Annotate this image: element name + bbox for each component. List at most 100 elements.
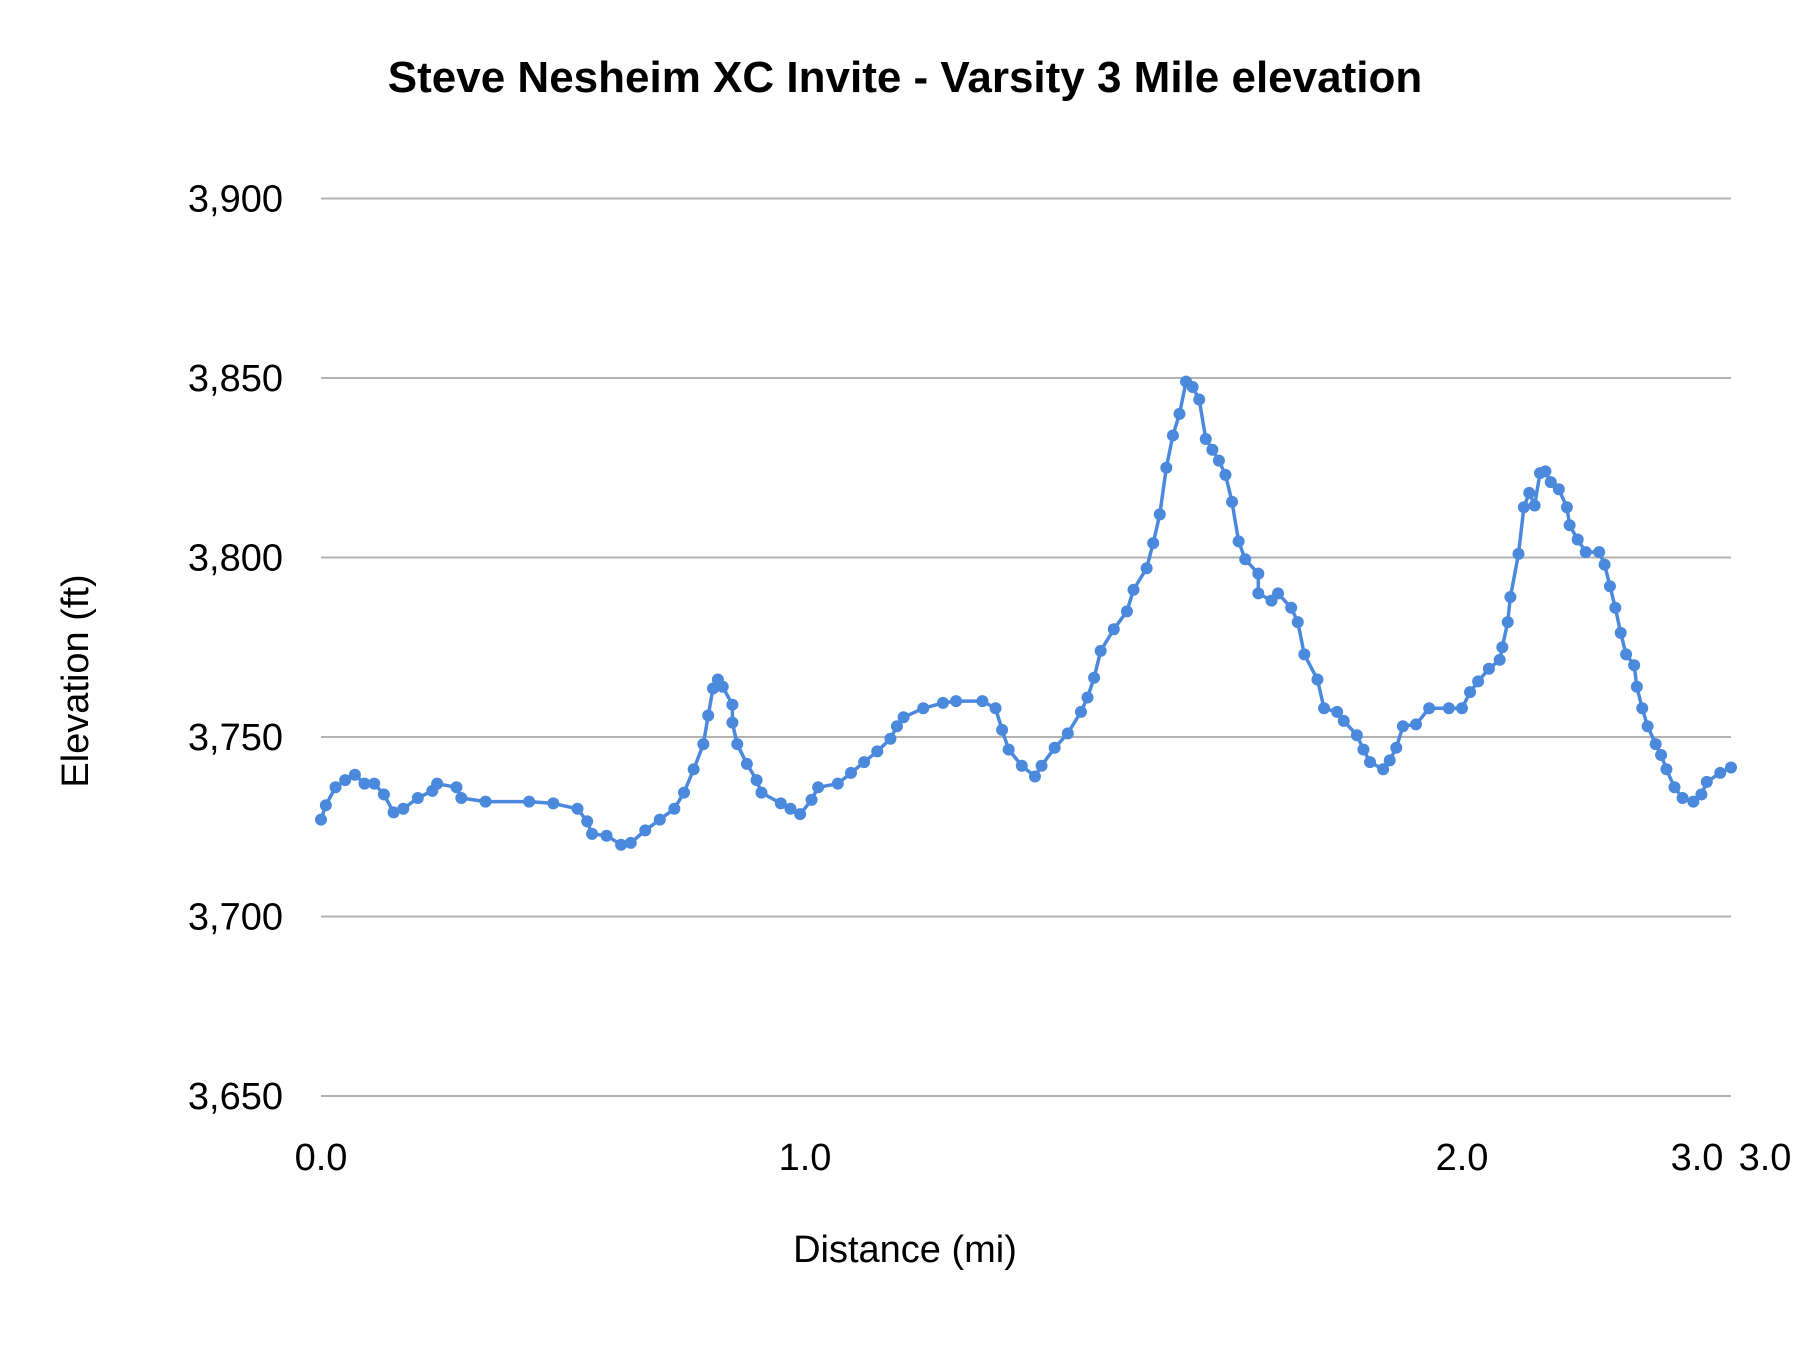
data-point bbox=[450, 781, 463, 794]
data-point bbox=[1560, 501, 1573, 514]
data-point bbox=[1107, 623, 1120, 636]
data-point bbox=[1219, 468, 1232, 481]
x-tick-label: 1.0 bbox=[779, 1137, 832, 1179]
data-point bbox=[571, 802, 584, 815]
data-point bbox=[1048, 741, 1061, 754]
data-point bbox=[1088, 671, 1101, 684]
data-point bbox=[581, 815, 594, 828]
chart-title: Steve Nesheim XC Invite - Varsity 3 Mile… bbox=[388, 53, 1422, 102]
data-point bbox=[740, 757, 753, 770]
series-line bbox=[319, 379, 1732, 847]
data-point bbox=[702, 709, 715, 722]
data-point bbox=[1035, 759, 1048, 772]
data-point bbox=[1593, 546, 1606, 559]
y-tick-label: 3,850 bbox=[188, 358, 283, 400]
data-point bbox=[523, 795, 536, 808]
data-point bbox=[1496, 641, 1509, 654]
elevation-series bbox=[315, 375, 1737, 851]
data-point bbox=[784, 802, 797, 815]
data-point bbox=[1193, 393, 1206, 406]
data-point bbox=[1472, 675, 1485, 688]
data-point bbox=[1337, 714, 1350, 727]
data-point bbox=[1147, 537, 1160, 550]
data-point bbox=[1390, 741, 1403, 754]
data-point bbox=[1700, 775, 1713, 788]
data-point bbox=[1239, 553, 1252, 566]
data-point bbox=[844, 766, 857, 779]
x-tick-label: 0.0 bbox=[295, 1137, 348, 1179]
data-point bbox=[339, 774, 352, 787]
data-point bbox=[726, 698, 739, 711]
data-point bbox=[996, 723, 1009, 736]
data-point bbox=[1442, 702, 1455, 715]
data-point bbox=[1081, 691, 1094, 704]
data-point bbox=[1571, 533, 1584, 546]
data-point bbox=[1649, 738, 1662, 751]
data-point bbox=[1186, 380, 1199, 393]
data-point bbox=[329, 781, 342, 794]
y-axis-label: Elevation (ft) bbox=[55, 574, 97, 787]
data-point bbox=[1517, 501, 1530, 514]
data-point bbox=[1153, 508, 1166, 521]
data-point bbox=[1252, 567, 1265, 580]
data-point bbox=[1285, 601, 1298, 614]
data-point bbox=[1120, 605, 1133, 618]
data-point bbox=[687, 763, 700, 776]
data-point bbox=[1668, 781, 1681, 794]
data-point bbox=[1318, 702, 1331, 715]
data-point bbox=[1714, 766, 1727, 779]
data-point bbox=[1410, 718, 1423, 731]
data-point bbox=[812, 781, 825, 794]
data-point bbox=[1199, 433, 1212, 446]
data-point bbox=[368, 777, 381, 790]
y-tick-label: 3,750 bbox=[188, 717, 283, 759]
data-point bbox=[1423, 702, 1436, 715]
data-point bbox=[1166, 429, 1179, 442]
data-point bbox=[794, 808, 807, 821]
data-point bbox=[1552, 483, 1565, 496]
data-point bbox=[639, 824, 652, 837]
data-point bbox=[731, 738, 744, 751]
data-point bbox=[1364, 756, 1377, 769]
data-point bbox=[1695, 788, 1708, 801]
data-point bbox=[1641, 720, 1654, 733]
data-point bbox=[1504, 590, 1517, 603]
data-point bbox=[431, 777, 444, 790]
data-point bbox=[1501, 616, 1514, 629]
x-axis-ticks: 0.0 1.0 2.0 3.0 3.0 bbox=[295, 1137, 1792, 1179]
data-point bbox=[411, 792, 424, 805]
x-tick-label: 3.0 bbox=[1671, 1137, 1724, 1179]
data-point bbox=[1331, 705, 1344, 718]
data-point bbox=[624, 836, 637, 849]
data-point bbox=[1482, 662, 1495, 675]
data-point bbox=[1579, 546, 1592, 559]
data-point bbox=[1357, 743, 1370, 756]
data-point bbox=[1539, 465, 1552, 478]
data-point bbox=[1614, 626, 1627, 639]
data-point bbox=[1002, 743, 1015, 756]
data-point bbox=[377, 788, 390, 801]
data-point bbox=[1396, 720, 1409, 733]
data-point bbox=[1493, 653, 1506, 666]
data-point bbox=[831, 777, 844, 790]
data-point bbox=[1298, 648, 1311, 661]
x-axis-label: Distance (mi) bbox=[793, 1229, 1017, 1271]
x-tick-label: 2.0 bbox=[1436, 1137, 1489, 1179]
data-point bbox=[1687, 795, 1700, 808]
data-point bbox=[750, 774, 763, 787]
data-point bbox=[615, 838, 628, 851]
data-point bbox=[1311, 673, 1324, 686]
data-point bbox=[678, 786, 690, 799]
data-point bbox=[1563, 519, 1576, 532]
data-point bbox=[755, 786, 768, 799]
data-point bbox=[774, 797, 787, 810]
data-point bbox=[653, 813, 666, 826]
data-point bbox=[950, 695, 963, 708]
data-point bbox=[1173, 407, 1186, 420]
data-point bbox=[858, 756, 871, 769]
gridlines bbox=[321, 197, 1731, 1097]
data-point bbox=[1206, 443, 1219, 456]
data-point bbox=[1628, 659, 1641, 672]
data-point bbox=[1523, 486, 1536, 499]
